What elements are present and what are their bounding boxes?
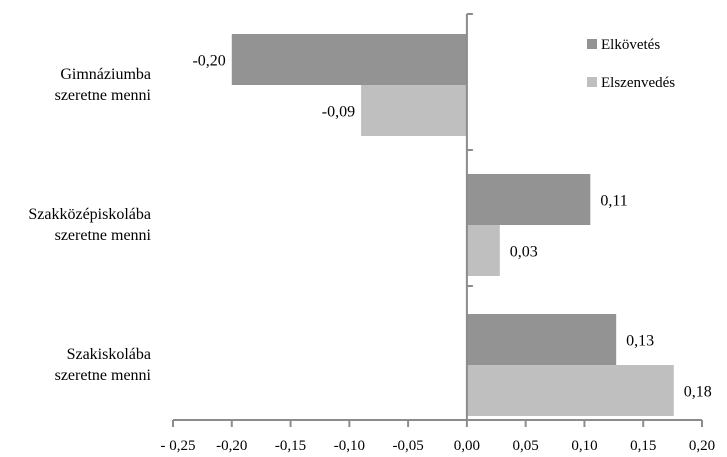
bars-layer	[231, 34, 674, 416]
x-tick-label: - 0,25	[161, 438, 196, 454]
legend: Elkövetés Elszenvedés	[587, 37, 675, 91]
data-label: 0,13	[626, 333, 654, 350]
bar-elszenvedes-1	[466, 225, 500, 276]
x-tick-label: -0,10	[334, 438, 365, 454]
category-label: Gimnáziumba	[60, 66, 151, 83]
data-label: -0,09	[322, 104, 355, 121]
legend-label: Elkövetés	[601, 37, 660, 53]
category-label: Szakközépiskolába	[28, 206, 151, 223]
bar-elszenvedes-0	[361, 85, 467, 136]
x-tick-label: 0,20	[689, 438, 715, 454]
category-label: szeretne menni	[55, 87, 152, 104]
x-tick-label: -0,05	[392, 438, 423, 454]
bar-elszenvedes-2	[466, 365, 674, 416]
data-label: 0,03	[510, 244, 538, 261]
data-label: -0,20	[192, 53, 225, 70]
x-tick-label: 0,15	[630, 438, 656, 454]
category-label: szeretne menni	[55, 227, 152, 244]
legend-label: Elszenvedés	[601, 75, 675, 91]
x-tick-label: 0,10	[571, 438, 597, 454]
legend-swatch	[587, 39, 597, 49]
bar-elkovetes-1	[466, 174, 591, 225]
x-tick-label: 0,00	[454, 438, 480, 454]
bar-elkovetes-2	[466, 314, 617, 365]
axis-layer: - 0,25 -0,20 -0,15 -0,10 -0,05 0,00 0,05 0,10 0,…	[161, 13, 715, 454]
bar-elkovetes-0	[231, 34, 467, 85]
x-tick-label: -0,15	[275, 438, 306, 454]
category-label: Szakiskolába	[67, 346, 151, 363]
data-label: 0,18	[684, 384, 712, 401]
x-tick-label: -0,20	[216, 438, 247, 454]
category-label: szeretne menni	[55, 367, 152, 384]
data-label: 0,11	[600, 193, 627, 210]
legend-swatch	[587, 77, 597, 87]
labels-layer: -0,20 -0,09 Gimnáziumba szeretne menni 0,11 0…	[28, 53, 711, 401]
x-tick-label: 0,05	[513, 438, 539, 454]
